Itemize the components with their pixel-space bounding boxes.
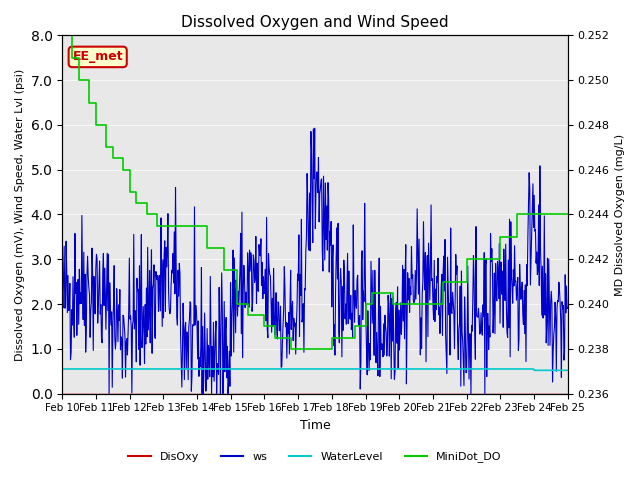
Y-axis label: MD Dissolved Oxygen (mg/L): MD Dissolved Oxygen (mg/L) [615, 133, 625, 296]
X-axis label: Time: Time [300, 419, 330, 432]
Y-axis label: Dissolved Oxygen (mV), Wind Speed, Water Lvl (psi): Dissolved Oxygen (mV), Wind Speed, Water… [15, 68, 25, 360]
Text: EE_met: EE_met [72, 50, 123, 63]
Title: Dissolved Oxygen and Wind Speed: Dissolved Oxygen and Wind Speed [181, 15, 449, 30]
Legend: DisOxy, ws, WaterLevel, MiniDot_DO: DisOxy, ws, WaterLevel, MiniDot_DO [124, 447, 506, 467]
